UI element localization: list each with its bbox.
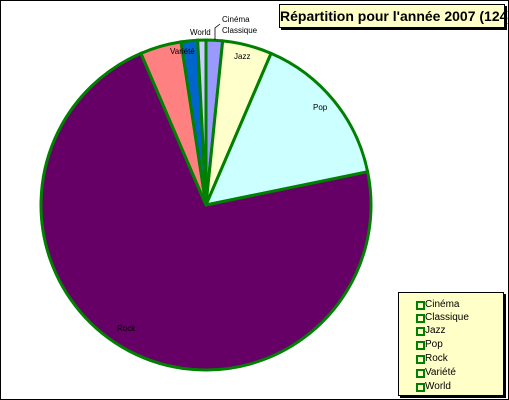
legend-item-rock: Rock	[416, 352, 448, 365]
pie-slice-pop	[203, 51, 370, 208]
legend-label: Pop	[425, 339, 443, 350]
slice-label-classique: Classique	[222, 26, 258, 35]
legend-item-jazz: Jazz	[416, 324, 446, 337]
slice-label-jazz: Jazz	[234, 52, 250, 61]
legend-swatch-icon	[416, 369, 425, 378]
chart-title: Répartition pour l'année 2007 (124)	[279, 4, 509, 28]
legend-label: World	[425, 381, 451, 392]
legend-item-classique: Classique	[416, 311, 469, 324]
legend-item-variete: Variété	[416, 366, 456, 379]
slice-label-pop: Pop	[313, 103, 328, 112]
chart-legend: Cinéma Classique Jazz Pop Rock Variété W…	[398, 292, 504, 396]
legend-label: Classique	[425, 312, 469, 323]
legend-swatch-icon	[416, 341, 425, 350]
legend-swatch-icon	[416, 301, 425, 310]
leader-line-cinema	[214, 23, 221, 40]
legend-label: Rock	[425, 353, 448, 364]
pie-slice-cinma	[196, 38, 208, 206]
legend-item-cinema: Cinéma	[416, 298, 460, 311]
legend-swatch-icon	[416, 383, 425, 392]
legend-label: Variété	[425, 367, 456, 378]
slice-label-rock: Rock	[117, 324, 136, 333]
legend-label: Cinéma	[425, 299, 460, 310]
legend-swatch-icon	[416, 327, 425, 336]
legend-item-world: World	[416, 380, 451, 393]
legend-item-pop: Pop	[416, 338, 443, 351]
slice-label-varit: Variété	[170, 47, 195, 56]
slice-label-world: World	[190, 28, 211, 37]
legend-swatch-icon	[416, 314, 425, 323]
pie-slice-rock	[39, 51, 373, 372]
slice-label-cinma: Cinéma	[222, 15, 250, 24]
legend-swatch-icon	[416, 355, 425, 364]
legend-label: Jazz	[425, 325, 446, 336]
